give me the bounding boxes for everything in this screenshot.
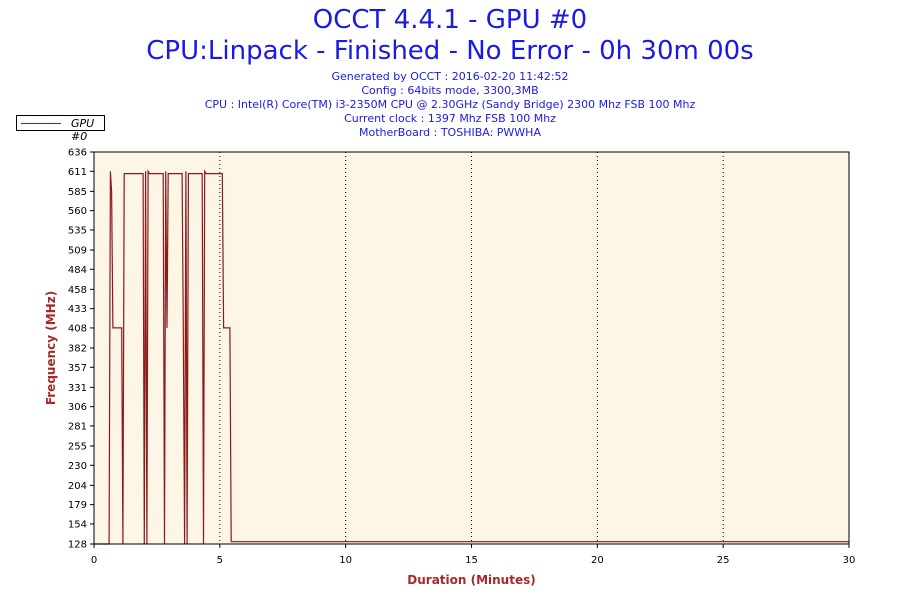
plot-border <box>93 151 850 545</box>
info-cpu: CPU : Intel(R) Core(TM) i3-2350M CPU @ 2… <box>204 98 696 111</box>
y-tick-label: 535 <box>68 225 87 236</box>
y-axis-label: Frequency (MHz) <box>44 291 58 405</box>
x-tick-label: 10 <box>339 555 352 566</box>
y-tick-label: 306 <box>68 402 87 413</box>
legend-label: GPU #0 <box>71 117 95 143</box>
axis-ticks: 1281541792042302552813063313573824084334… <box>68 148 855 567</box>
y-tick-label: 433 <box>68 304 87 315</box>
y-tick-label: 509 <box>68 246 87 257</box>
legend-swatch <box>21 123 61 124</box>
y-tick-label: 154 <box>68 519 87 530</box>
y-tick-label: 255 <box>68 442 87 453</box>
y-tick-label: 179 <box>68 500 87 511</box>
y-tick-label: 560 <box>68 206 87 217</box>
y-tick-label: 484 <box>68 265 87 276</box>
y-tick-label: 331 <box>68 383 87 394</box>
y-tick-label: 585 <box>68 187 87 198</box>
y-tick-label: 204 <box>68 481 87 492</box>
info-generated: Generated by OCCT : 2016-02-20 11:42:52 <box>331 70 569 83</box>
info-config: Config : 64bits mode, 3300,3MB <box>361 84 539 97</box>
x-tick-label: 5 <box>217 555 223 566</box>
y-tick-label: 636 <box>68 148 87 159</box>
grid-lines <box>219 152 724 544</box>
info-motherboard: MotherBoard : TOSHIBA: PWWHA <box>359 126 541 139</box>
y-tick-label: 357 <box>68 363 87 374</box>
chart-title: OCCT 4.4.1 - GPU #0 <box>312 5 588 35</box>
y-tick-label: 458 <box>68 285 87 296</box>
legend: GPU #0 <box>16 115 105 143</box>
x-axis-label: Duration (Minutes) <box>407 573 535 587</box>
y-tick-label: 611 <box>68 167 87 178</box>
info-clock: Current clock : 1397 Mhz FSB 100 Mhz <box>344 112 556 125</box>
y-tick-label: 281 <box>68 421 87 432</box>
series-line-gpu0 <box>94 169 849 545</box>
x-tick-label: 30 <box>843 555 856 566</box>
y-tick-label: 408 <box>68 323 87 334</box>
y-tick-label: 230 <box>68 461 87 472</box>
y-tick-label: 382 <box>68 344 87 355</box>
x-tick-label: 25 <box>717 555 730 566</box>
x-tick-label: 0 <box>91 555 97 566</box>
x-tick-label: 15 <box>465 555 478 566</box>
chart-subtitle: CPU:Linpack - Finished - No Error - 0h 3… <box>146 36 754 66</box>
x-tick-label: 20 <box>591 555 604 566</box>
y-tick-label: 128 <box>68 540 87 551</box>
